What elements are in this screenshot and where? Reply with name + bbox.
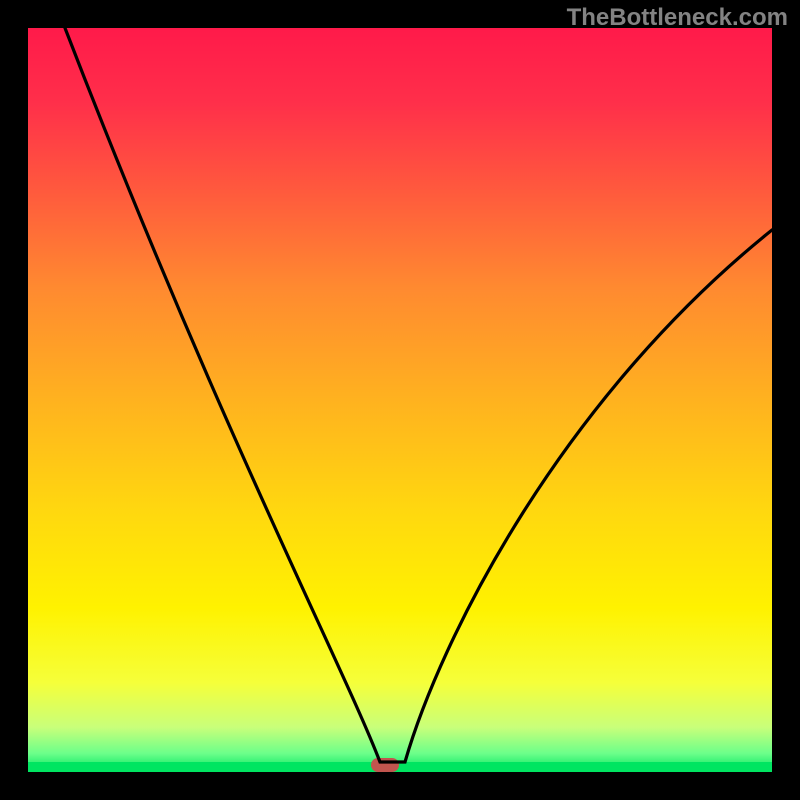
optimal-point-marker (371, 758, 399, 772)
plot-background (28, 28, 772, 772)
chart-stage: TheBottleneck.com (0, 0, 800, 800)
bottleneck-chart (0, 0, 800, 800)
